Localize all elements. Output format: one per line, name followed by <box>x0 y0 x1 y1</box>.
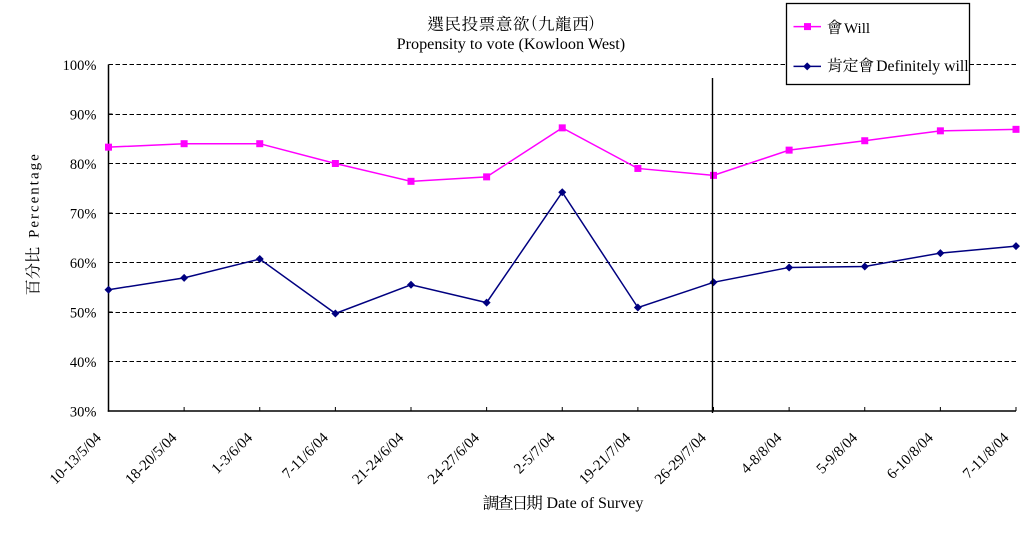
svg-text:70%: 70% <box>70 206 97 222</box>
svg-text:90%: 90% <box>70 107 97 123</box>
svg-text:40%: 40% <box>70 355 97 371</box>
svg-text:100%: 100% <box>63 58 97 74</box>
svg-text:Date of Survey: Date of Survey <box>547 495 644 512</box>
svg-text:60%: 60% <box>70 256 97 272</box>
svg-text:30%: 30% <box>70 404 97 420</box>
svg-text:80%: 80% <box>70 157 97 173</box>
svg-text:Percentage: Percentage <box>27 152 43 238</box>
svg-text:50%: 50% <box>70 305 97 321</box>
svg-text:Propensity to vote (Kowloon We: Propensity to vote (Kowloon West) <box>397 35 626 53</box>
svg-text:Definitely will: Definitely will <box>876 58 969 75</box>
svg-text:Will: Will <box>844 21 870 37</box>
